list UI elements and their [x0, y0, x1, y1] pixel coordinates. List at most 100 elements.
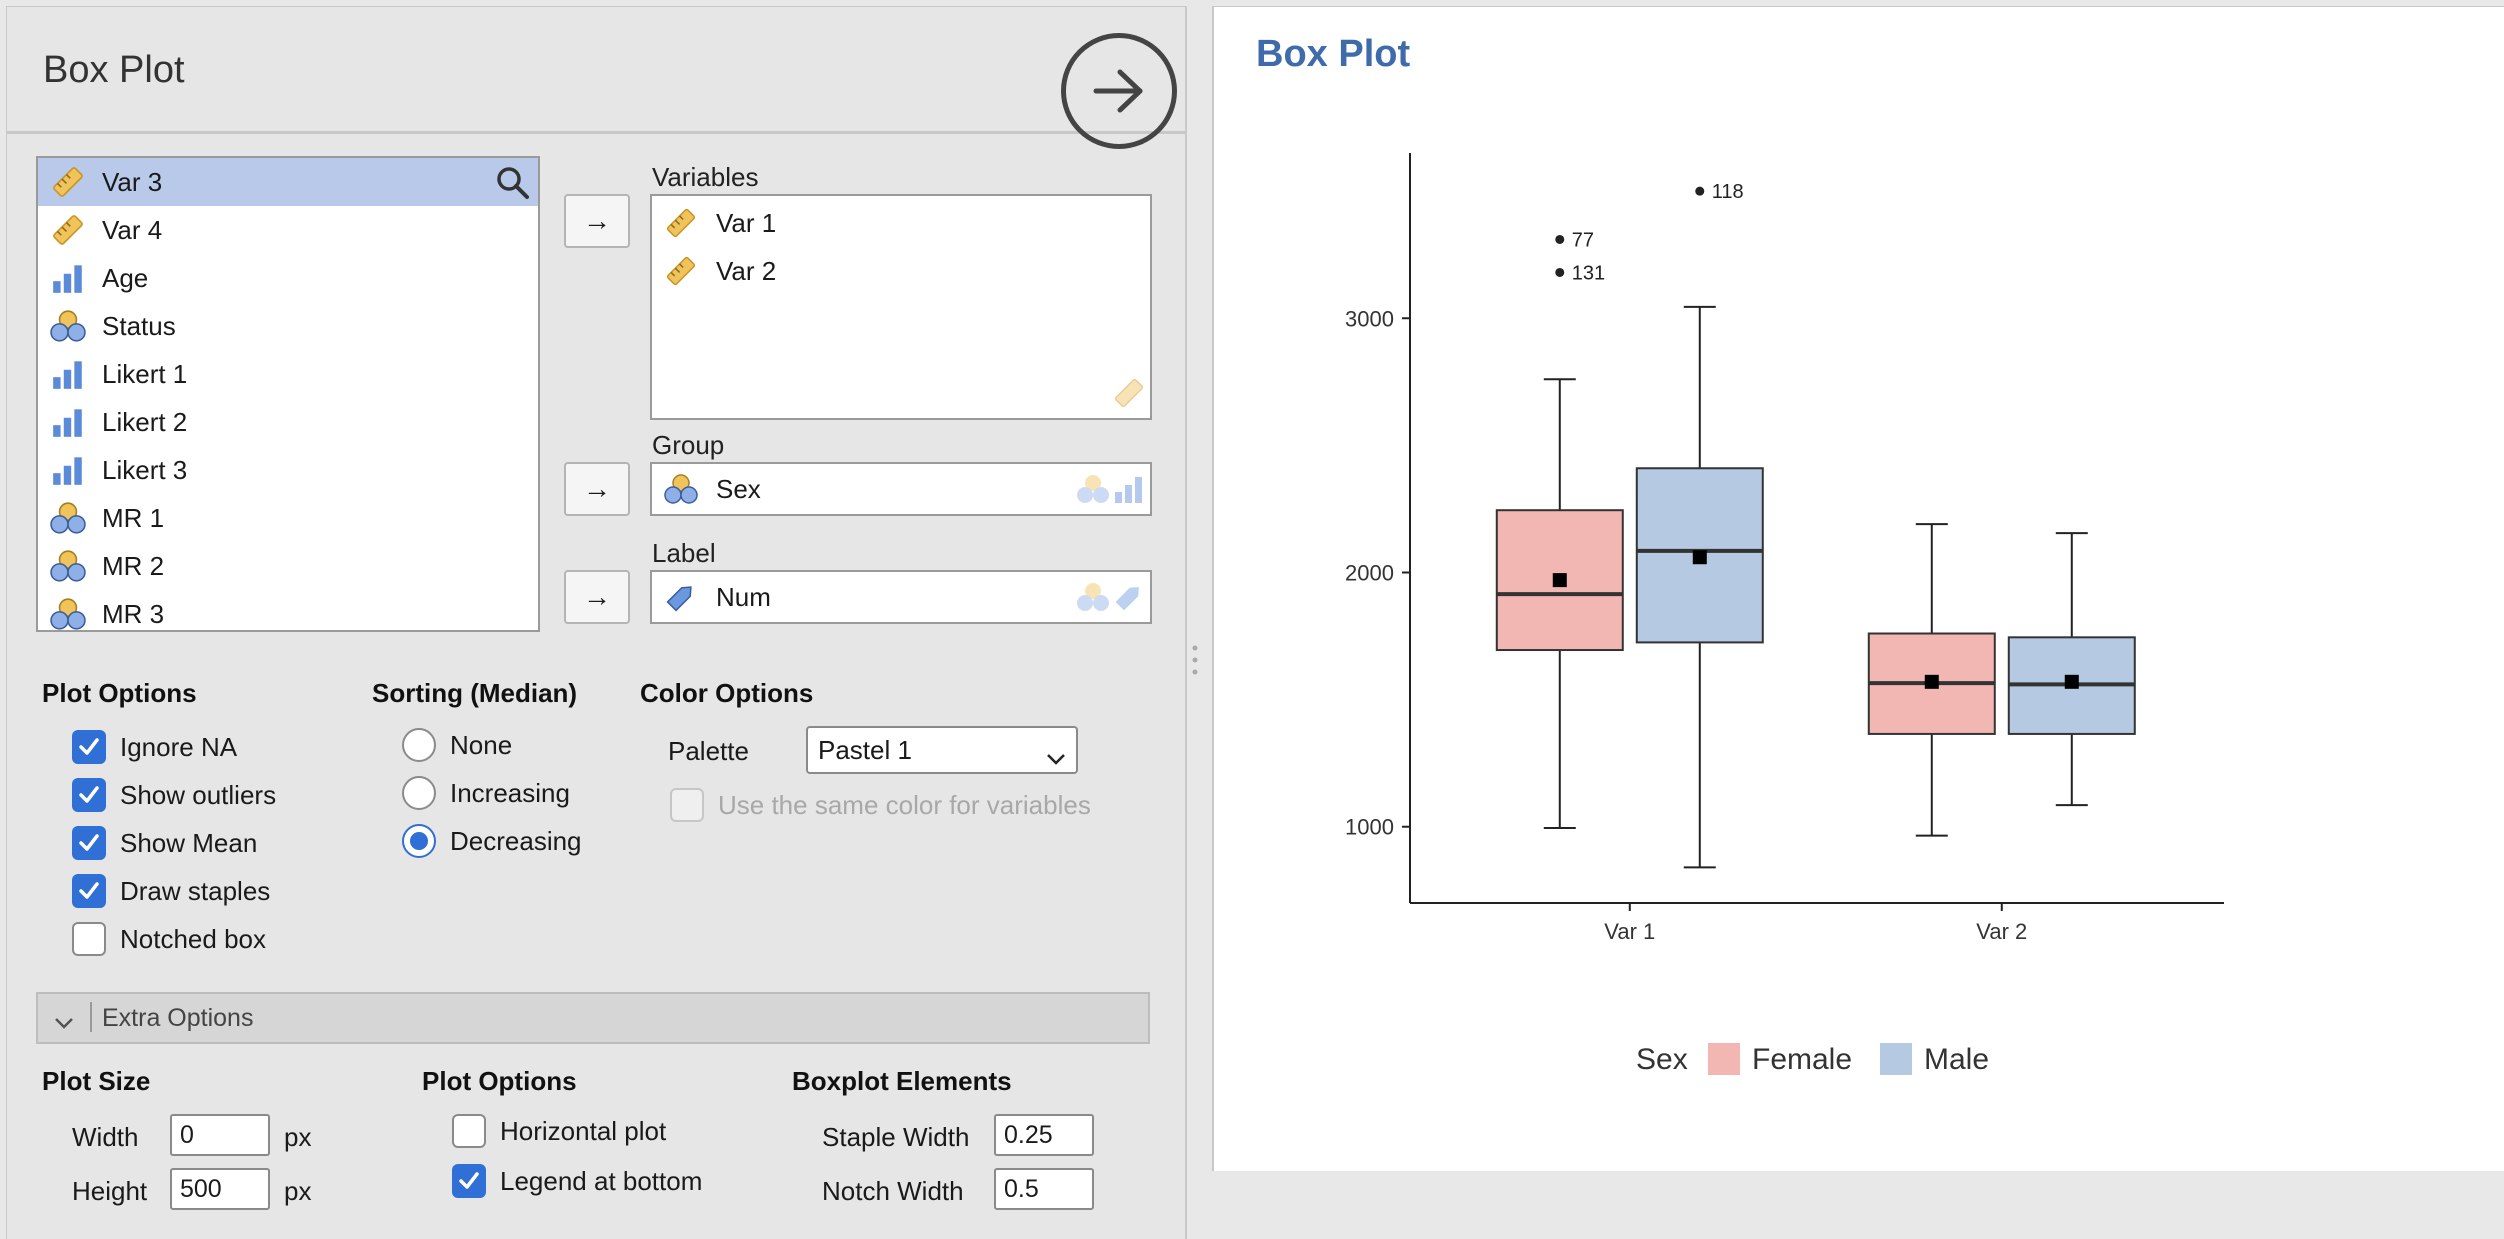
x-tick-label: Var 2 [1976, 919, 2027, 944]
run-button[interactable] [1061, 33, 1177, 149]
plot-option-checkbox[interactable]: Draw staples [72, 874, 270, 908]
panel-header: Box Plot [7, 7, 1185, 149]
chevron-down-icon [54, 1008, 74, 1037]
variable-list-item[interactable]: Var 4 [38, 206, 538, 254]
ruler-icon [1112, 376, 1146, 415]
arrow-right-circle-icon [1093, 69, 1143, 113]
variable-list-item-label: Status [102, 310, 176, 341]
outlier-label: 77 [1572, 229, 1594, 251]
variables-item[interactable]: Var 1 [664, 200, 776, 246]
outlier-label: 118 [1712, 181, 1744, 203]
y-tick-label: 1000 [1345, 815, 1394, 840]
plot-option-checkbox[interactable]: Ignore NA [72, 730, 237, 764]
height-label: Height [72, 1176, 148, 1206]
checkmark-icon [72, 778, 106, 812]
plot-size-title: Plot Size [42, 1066, 151, 1096]
variable-list-item-label: Likert 2 [102, 406, 188, 437]
variable-list-item-label: Likert 3 [102, 454, 188, 485]
extra-options-label: Extra Options [102, 1004, 254, 1032]
box-plot-chart: 1000 2000 3000 Var 1 Var 2 77 131 118 Sex Female M… [1345, 153, 2224, 1076]
sorting-radio[interactable]: Increasing [402, 776, 570, 810]
y-tick-label: 2000 [1345, 560, 1394, 585]
move-to-label-button[interactable]: → [564, 570, 630, 624]
variable-list-item-label: MR 3 [102, 598, 165, 629]
sorting-radio-label: None [450, 729, 513, 760]
plot-option-checkbox[interactable]: Show Mean [72, 826, 257, 860]
variable-list-item-label: Var 3 [102, 166, 163, 197]
variable-list-item-label: Likert 1 [102, 358, 188, 389]
width-unit: px [284, 1122, 312, 1152]
nominal-icon [50, 308, 86, 344]
variable-list-item-label: Age [102, 262, 149, 293]
variable-list-item-label: MR 1 [102, 502, 165, 533]
horizontal-plot-checkbox[interactable]: Horizontal plot [452, 1114, 666, 1148]
variable-list-item[interactable]: MR 3 [38, 590, 538, 630]
variable-list-item[interactable]: MR 2 [38, 542, 538, 590]
label-box[interactable]: Num [650, 570, 1152, 624]
arrow-right-icon: → [583, 205, 611, 236]
move-to-variables-button[interactable]: → [564, 194, 630, 248]
legend-bottom-checkbox[interactable]: Legend at bottom [452, 1164, 702, 1198]
variable-list-item[interactable]: Likert 1 [38, 350, 538, 398]
variable-list-item[interactable]: Likert 3 [38, 446, 538, 494]
legend-title: Sex [1636, 1043, 1688, 1076]
group-box[interactable]: Sex [650, 462, 1152, 516]
legend-label: Female [1752, 1043, 1852, 1076]
legend-swatch [1880, 1043, 1912, 1075]
nominal-icon [1076, 472, 1110, 511]
palette-value: Pastel 1 [818, 734, 912, 765]
variable-list-item[interactable]: Status [38, 302, 538, 350]
width-input[interactable]: 0 [170, 1114, 270, 1156]
sorting-radio[interactable]: Decreasing [402, 824, 582, 858]
same-color-checkbox[interactable]: Use the same color for variables [670, 788, 1091, 822]
ruler-icon [664, 254, 698, 288]
variables-box[interactable]: Var 1 Var 2 [650, 194, 1152, 420]
nominal-icon [50, 548, 86, 584]
label-value: Num [716, 581, 771, 612]
plot-option-checkbox[interactable]: Show outliers [72, 778, 276, 812]
plot-option-checkbox[interactable]: Notched box [72, 922, 266, 956]
panel-splitter[interactable] [1192, 640, 1198, 680]
plot-option-label: Draw staples [120, 875, 271, 906]
search-icon[interactable] [494, 164, 532, 202]
arrow-right-icon: → [583, 473, 611, 504]
staple-width-input[interactable]: 0.25 [994, 1114, 1094, 1156]
notch-width-label: Notch Width [822, 1176, 964, 1206]
extra-plot-options-title: Plot Options [422, 1066, 577, 1096]
arrow-right-icon: → [583, 581, 611, 612]
outlier-point [1555, 234, 1565, 244]
horizontal-plot-label: Horizontal plot [500, 1115, 667, 1146]
ordinal-icon [1112, 472, 1146, 511]
box [1495, 509, 1624, 652]
results-title: Box Plot [1256, 33, 1411, 75]
sorting-title: Sorting (Median) [372, 678, 578, 708]
nominal-icon [50, 596, 86, 630]
checkmark-icon [72, 730, 106, 764]
variable-list-item-label: MR 2 [102, 550, 165, 581]
height-unit: px [284, 1176, 312, 1206]
variables-item-label: Var 1 [716, 207, 777, 238]
move-to-group-button[interactable]: → [564, 462, 630, 516]
nominal-icon [664, 472, 698, 506]
palette-select[interactable]: Pastel 1 [806, 726, 1078, 774]
chevron-down-icon [1046, 742, 1066, 773]
variable-list-item[interactable]: Age [38, 254, 538, 302]
checkmark-icon [72, 826, 106, 860]
height-input[interactable]: 500 [170, 1168, 270, 1210]
ruler-icon [664, 206, 698, 240]
ruler-icon [50, 212, 86, 248]
extra-options-toggle[interactable]: Extra Options [36, 992, 1150, 1044]
outlier-label: 131 [1572, 262, 1605, 284]
bar-chart-icon [50, 356, 86, 392]
variable-list[interactable]: Var 3 Var 4 Age Status Likert 1 Likert 2 Liker… [36, 156, 540, 632]
variable-list-item[interactable]: Likert 2 [38, 398, 538, 446]
sorting-radio[interactable]: None [402, 728, 512, 762]
nominal-icon [1076, 580, 1110, 619]
variables-item[interactable]: Var 2 [664, 248, 776, 294]
variable-list-item[interactable]: MR 1 [38, 494, 538, 542]
variable-list-item[interactable]: Var 3 [38, 158, 538, 206]
label-label: Label [652, 538, 716, 568]
legend-label: Male [1924, 1043, 1989, 1076]
notch-width-input[interactable]: 0.5 [994, 1168, 1094, 1210]
id-tag-icon [664, 580, 698, 614]
